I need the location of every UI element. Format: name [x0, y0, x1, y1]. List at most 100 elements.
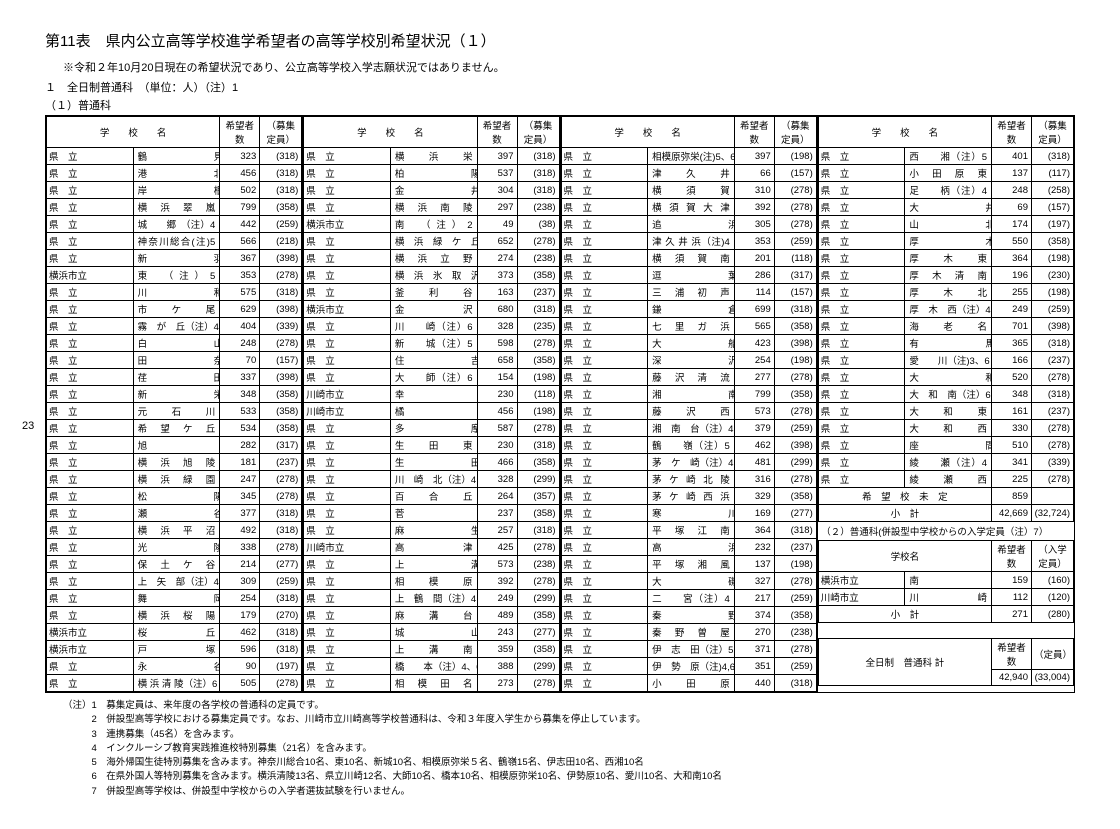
- table-row: 県 立 平 塚 江 南 364 (318): [561, 522, 816, 539]
- table-row: 県 立 旭 282 (317): [47, 437, 302, 454]
- table-row: 県 立 逗 葉 286 (317): [561, 267, 816, 284]
- table-row: 県 立 横 須 賀 310 (278): [561, 182, 816, 199]
- table-row: 県 立 元 石 川 533 (358): [47, 403, 302, 420]
- table-row: 県 立 横 浜 立 野 274 (238): [304, 250, 559, 267]
- table-row: 県 立 横 浜 南 陵 297 (238): [304, 199, 559, 216]
- table-row: 県 立 横 浜 緑 園 247 (278): [47, 471, 302, 488]
- table-row: 県 立 横 浜 桜 陽 179 (270): [47, 607, 302, 624]
- table-row: 県 立 金 井 304 (318): [304, 182, 559, 199]
- table-row: 川崎市立 橘 456 (198): [304, 403, 559, 420]
- table-row: 県 立 鶴 見 323 (318): [47, 148, 302, 165]
- table-row: 県 立 湘 南 台（注）4 379 (259): [561, 420, 816, 437]
- footnote-line: 6 在県外国人等特別募集を含みます。横浜清陵13名、県立川崎12名、大師10名、…: [63, 770, 1075, 784]
- main-table-wrapper: 学 校 名 希望者数 （募集定員） 県 立 鶴 見 323 (318) 県 立 …: [45, 115, 1075, 693]
- table-row: 県 立 茅 ケ 崎（注）4 481 (299): [561, 454, 816, 471]
- table-row: 県 立 横 浜 旭 陵 181 (237): [47, 454, 302, 471]
- grand-total-header: 全日制 普通科 計 希望者数 （定員）: [818, 639, 1073, 670]
- table-row: 県 立 橋 本（注）4、6 388 (299): [304, 658, 559, 675]
- table-row: 県 立 有 馬 365 (318): [818, 335, 1073, 352]
- table-row: 県 立 厚 木 清 南 196 (230): [818, 267, 1073, 284]
- table-row: 県 立 湘 南 799 (358): [561, 386, 816, 403]
- table-row: 県 立 横 浜 清 陵（注）6 505 (278): [47, 675, 302, 692]
- table-row: 横浜市立 南 （注）2 49 (38): [304, 216, 559, 233]
- table-row: 県 立 秦 野 374 (358): [561, 607, 816, 624]
- header-school: 学 校 名: [47, 117, 220, 148]
- table-row: 県 立 座 間 510 (278): [818, 437, 1073, 454]
- footnote-line: 7 併設型高等学校は、併設型中学校からの入学者選抜試験を行いません。: [63, 785, 1075, 799]
- table-row: 県 立 光 陵 338 (278): [47, 539, 302, 556]
- header-school: 学 校 名: [304, 117, 477, 148]
- table-row: 県 立 生 田 466 (358): [304, 454, 559, 471]
- footnote-line: 2 併設型高等学校における募集定員です。なお、川崎市立川崎高等学校普通科は、令和…: [63, 713, 1075, 727]
- table-row: 県 立 神奈川総合(注)5 566 (218): [47, 233, 302, 250]
- table-row: 県 立 海 老 名 701 (398): [818, 318, 1073, 335]
- header-school: 学 校 名: [818, 117, 991, 148]
- subtotal-1: 小 計 42,669 (32,724): [818, 505, 1073, 522]
- header-applicants: 希望者数: [220, 117, 260, 148]
- table-row: 県 立 市 ケ 尾 629 (398): [47, 301, 302, 318]
- header2-school: 学校名: [818, 541, 991, 572]
- header2-capacity: （入学定員）: [1032, 541, 1074, 572]
- table-title: 第11表 県内公立高等学校進学希望者の高等学校別希望状況（１）: [45, 30, 1075, 51]
- table-row: 県 立 横 須 賀 南 201 (118): [561, 250, 816, 267]
- table-row: 県 立 荏 田 337 (398): [47, 369, 302, 386]
- table-row: 県 立 愛 川（注)3、6 166 (237): [818, 352, 1073, 369]
- subtotal-2: 小 計 271 (280): [818, 606, 1073, 623]
- table-row: 県 立 麻 生 257 (318): [304, 522, 559, 539]
- footnote-line: 4 インクルーシブ教育実践推進校特別募集（21名）を含みます。: [63, 742, 1075, 756]
- table-row: 川崎市立 川 崎 112 (120): [818, 589, 1073, 606]
- header-school: 学 校 名: [561, 117, 734, 148]
- table-row: 県 立 舞 岡 254 (318): [47, 590, 302, 607]
- section-3-row: （２）普通科(併設型中学校からの入学定員（注）7）: [818, 522, 1073, 541]
- table-row: 県 立 新 城（注）5 598 (278): [304, 335, 559, 352]
- table-row: 県 立 希 望 ケ 丘 534 (358): [47, 420, 302, 437]
- table-row: 県 立 釜 利 谷 163 (237): [304, 284, 559, 301]
- table-row: 県 立 田 奈 70 (157): [47, 352, 302, 369]
- table-row: 県 立 小 田 原 440 (318): [561, 675, 816, 692]
- table-row: 県 立 伊 勢 原（注)4,6 351 (259): [561, 658, 816, 675]
- table-row: 県 立 岸 根 502 (318): [47, 182, 302, 199]
- table-row: 県 立 永 谷 90 (197): [47, 658, 302, 675]
- header-capacity: （募集定員）: [1032, 117, 1074, 148]
- table-row: 県 立 津 久 井 66 (157): [561, 165, 816, 182]
- footnotes: （注）1 募集定員は、来年度の各学校の普通科の定員です。 2 併設型高等学校にお…: [45, 699, 1075, 799]
- table-row: 県 立 藤 沢 西 573 (278): [561, 403, 816, 420]
- header-capacity: （募集定員）: [517, 117, 559, 148]
- table-row: 県 立 大 和 520 (278): [818, 369, 1073, 386]
- table-row: 県 立 大 和 東 161 (237): [818, 403, 1073, 420]
- table-row: 県 立 横 浜 氷 取 沢 373 (358): [304, 267, 559, 284]
- table-row: 県 立 小 田 原 東 137 (117): [818, 165, 1073, 182]
- table-row: 県 立 鶴 嶺（注）5 462 (398): [561, 437, 816, 454]
- table-row: 県 立 横 浜 栄 397 (318): [304, 148, 559, 165]
- table-row: 県 立 川 崎 北（注）4 328 (299): [304, 471, 559, 488]
- header-applicants: 希望者数: [992, 117, 1032, 148]
- table-row: 横浜市立 南 159 (160): [818, 572, 1073, 589]
- table-row: 県 立 足 柄（注）4 248 (258): [818, 182, 1073, 199]
- table-row: 川崎市立 幸 230 (118): [304, 386, 559, 403]
- table-row: 県 立 大 井 69 (157): [818, 199, 1073, 216]
- table-row: 県 立 深 沢 254 (198): [561, 352, 816, 369]
- table-row: 県 立 茅 ケ 崎 北 陵 316 (278): [561, 471, 816, 488]
- table-row: 県 立 七 里 ガ 浜 565 (358): [561, 318, 816, 335]
- table-row: 県 立 新 羽 367 (398): [47, 250, 302, 267]
- table-row: 県 立 上 溝 南 359 (358): [304, 641, 559, 658]
- table-row: 県 立 住 吉 658 (358): [304, 352, 559, 369]
- table-row: 県 立 多 摩 587 (278): [304, 420, 559, 437]
- table-row: 県 立 高 浜 232 (237): [561, 539, 816, 556]
- subtitle-note: ※令和２年10月20日現在の希望状況であり、公立高等学校入学志願状況ではありませ…: [45, 59, 1075, 75]
- table-row: 県 立 厚 木 北 255 (198): [818, 284, 1073, 301]
- table-row: 県 立 綾 瀬（注）4 341 (339): [818, 454, 1073, 471]
- table-row: 県 立 生 田 東 230 (318): [304, 437, 559, 454]
- undecided-row: 希 望 校 未 定 859: [818, 488, 1073, 505]
- table-row: 横浜市立 戸 塚 596 (318): [47, 641, 302, 658]
- table-row: 横浜市立 金 沢 680 (318): [304, 301, 559, 318]
- table-row: 県 立 横 須 賀 大 津 392 (278): [561, 199, 816, 216]
- table-row: 県 立 麻 溝 台 489 (358): [304, 607, 559, 624]
- table-row: 県 立 鎌 倉 699 (318): [561, 301, 816, 318]
- table-row: 県 立 川 崎（注）6 328 (235): [304, 318, 559, 335]
- table-row: 県 立 相 模 田 名 273 (278): [304, 675, 559, 692]
- header-capacity: （募集定員）: [774, 117, 816, 148]
- table-row: 県 立 寒 川 169 (277): [561, 505, 816, 522]
- table-row: 横浜市立 桜 丘 462 (318): [47, 624, 302, 641]
- table-row: 県 立 茅 ケ 崎 西 浜 329 (358): [561, 488, 816, 505]
